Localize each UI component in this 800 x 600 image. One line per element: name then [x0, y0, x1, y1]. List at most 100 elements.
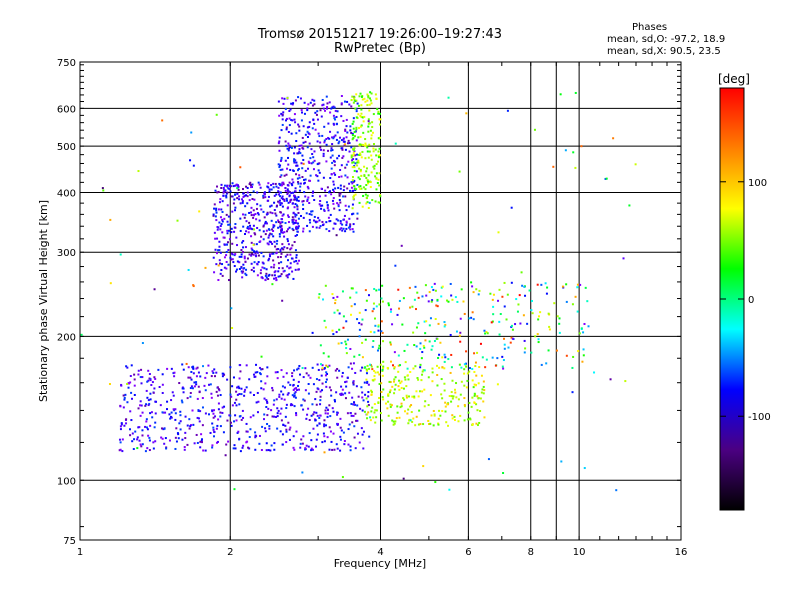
- data-point: [307, 103, 310, 106]
- data-point: [353, 403, 356, 406]
- data-point: [358, 201, 361, 204]
- data-point: [241, 200, 244, 203]
- data-point: [119, 441, 122, 444]
- data-point: [174, 408, 177, 411]
- data-point: [189, 392, 192, 395]
- data-point: [367, 120, 370, 123]
- data-point: [334, 302, 337, 305]
- data-point: [252, 216, 255, 219]
- data-point: [300, 119, 303, 122]
- data-point: [328, 364, 331, 367]
- data-point: [241, 276, 244, 279]
- data-point: [580, 327, 583, 330]
- data-point: [223, 256, 226, 259]
- data-point: [368, 201, 371, 204]
- data-point: [233, 254, 236, 257]
- data-point: [381, 396, 384, 399]
- data-point: [315, 378, 318, 381]
- data-point: [246, 195, 249, 198]
- data-point: [248, 253, 251, 256]
- data-point: [498, 333, 501, 336]
- data-point: [270, 409, 273, 412]
- data-point: [235, 419, 238, 422]
- data-point: [286, 191, 289, 194]
- data-point: [299, 442, 302, 445]
- data-point: [528, 289, 531, 292]
- data-point: [221, 411, 224, 414]
- data-point: [374, 200, 377, 203]
- data-point: [310, 447, 313, 450]
- data-point: [210, 392, 213, 395]
- data-point: [345, 347, 348, 350]
- data-point: [465, 386, 468, 389]
- data-point: [373, 369, 376, 372]
- data-point: [196, 397, 199, 400]
- data-point: [349, 129, 352, 132]
- data-point: [181, 401, 184, 404]
- data-point: [478, 289, 481, 292]
- data-point: [311, 225, 314, 228]
- data-point: [122, 394, 125, 397]
- data-point: [332, 202, 335, 205]
- data-point: [207, 413, 210, 416]
- data-point: [277, 186, 280, 189]
- data-point: [120, 423, 123, 426]
- data-point: [351, 287, 354, 290]
- data-point: [459, 393, 462, 396]
- data-point: [418, 409, 421, 412]
- data-point: [350, 414, 353, 417]
- data-point: [219, 225, 222, 228]
- data-point: [420, 379, 423, 382]
- data-point: [210, 375, 213, 378]
- data-point: [355, 99, 358, 102]
- data-point: [401, 323, 404, 326]
- data-point: [270, 204, 273, 207]
- data-point: [219, 394, 222, 397]
- data-point: [352, 230, 355, 233]
- data-point: [235, 398, 238, 401]
- data-point: [293, 118, 296, 121]
- data-point: [299, 446, 302, 449]
- data-point: [323, 425, 326, 428]
- data-point: [235, 404, 238, 407]
- data-point: [477, 397, 480, 400]
- data-point: [317, 179, 320, 182]
- data-point: [355, 116, 358, 119]
- data-point: [282, 183, 285, 186]
- data-point: [291, 202, 294, 205]
- data-point: [202, 365, 205, 368]
- data-point: [122, 406, 125, 409]
- data-point: [337, 342, 340, 345]
- data-point: [217, 279, 220, 282]
- data-point: [326, 204, 329, 207]
- data-point: [298, 174, 301, 177]
- data-point: [459, 340, 462, 343]
- data-point: [336, 110, 339, 113]
- data-point: [267, 259, 270, 262]
- data-point: [367, 130, 370, 133]
- data-point: [241, 446, 244, 449]
- data-point: [149, 379, 152, 382]
- data-point: [280, 156, 283, 159]
- data-point: [471, 311, 474, 314]
- data-point: [197, 385, 200, 388]
- data-point: [464, 362, 467, 365]
- data-point: [228, 187, 231, 190]
- data-point: [308, 432, 311, 435]
- data-point: [297, 384, 300, 387]
- data-point: [311, 153, 314, 156]
- data-point: [232, 447, 235, 450]
- data-point: [255, 401, 258, 404]
- data-point: [357, 126, 360, 129]
- data-point: [565, 354, 568, 357]
- data-point: [324, 109, 327, 112]
- data-point: [326, 412, 329, 415]
- data-point: [272, 403, 275, 406]
- data-point: [209, 431, 212, 434]
- data-point: [193, 385, 196, 388]
- data-point: [262, 262, 265, 265]
- data-point: [262, 238, 265, 241]
- data-point: [199, 410, 202, 413]
- data-point: [242, 246, 245, 249]
- data-point: [412, 331, 415, 334]
